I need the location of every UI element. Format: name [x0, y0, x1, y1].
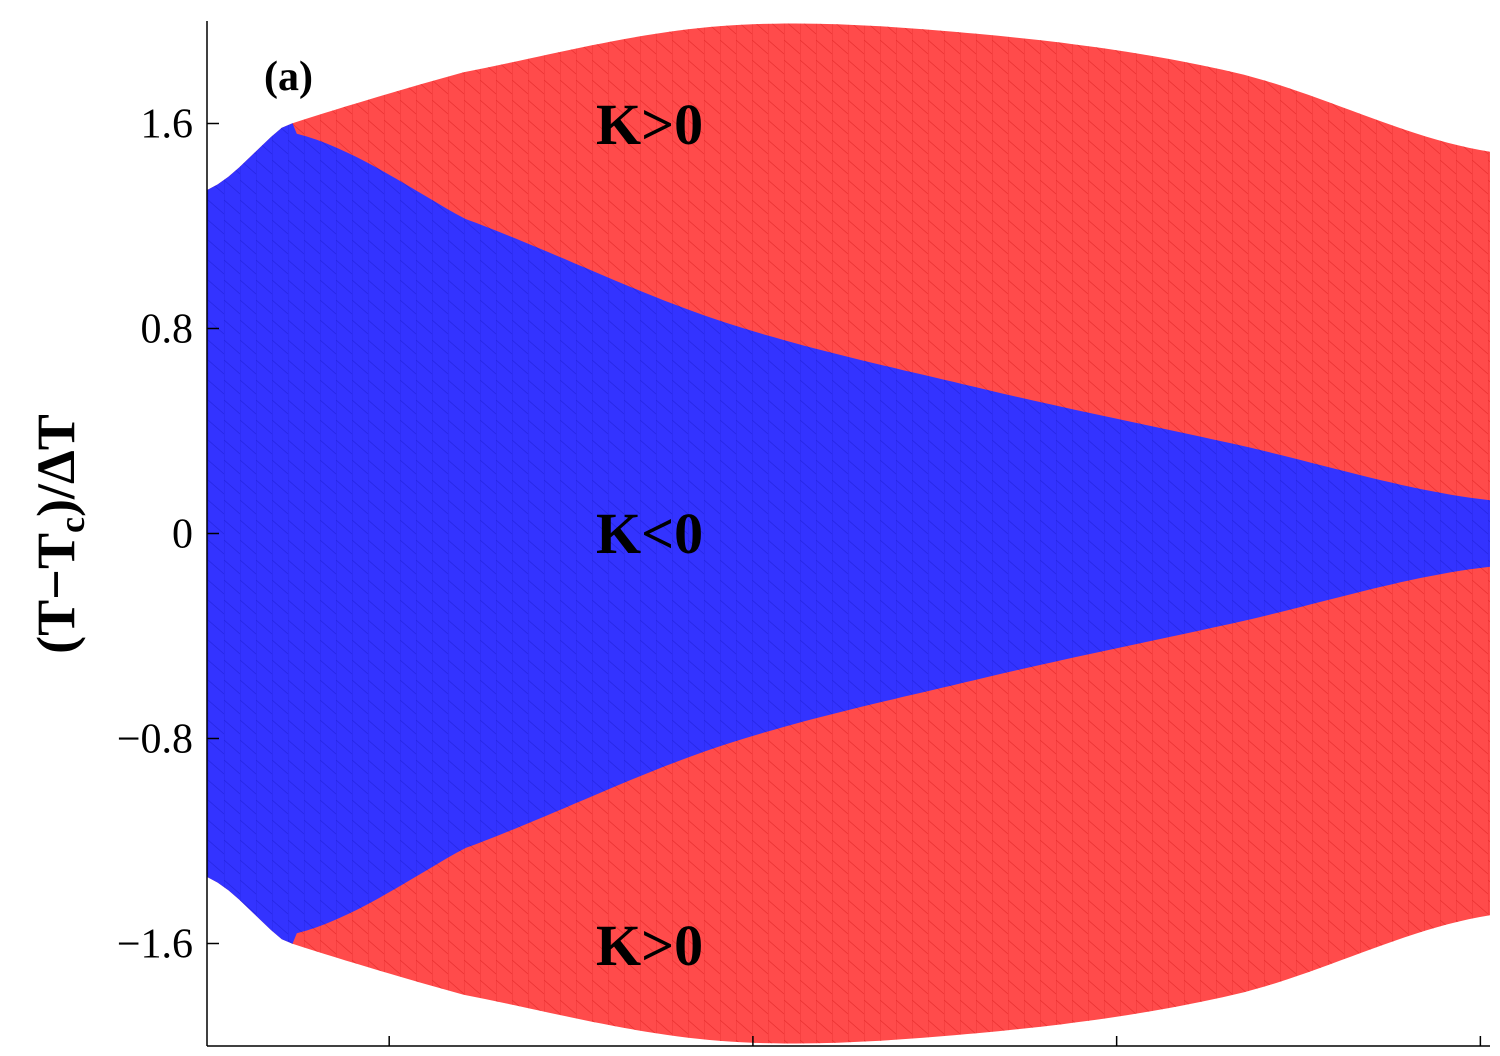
- region-label-middle: K<0: [596, 501, 703, 566]
- negative-region-mesh: [207, 123, 1490, 944]
- y-axis-title-main: (T−T: [26, 533, 86, 654]
- region-label-lower: K>0: [596, 913, 703, 978]
- y-axis-ticks: 1.6 0.8 0 −0.8 −1.6: [117, 102, 219, 968]
- y-tick-label: 1.6: [141, 102, 194, 148]
- y-tick-label: −0.8: [117, 717, 193, 763]
- y-axis-title-tail: )/ΔT: [26, 414, 86, 517]
- y-tick-label: 0.8: [141, 307, 194, 353]
- y-tick-label: −1.6: [117, 922, 193, 968]
- x-axis-ticks: [388, 1036, 1482, 1046]
- y-tick-label: 0: [172, 512, 193, 558]
- y-axis-title-subscript: c: [52, 517, 92, 533]
- region-label-upper: K>0: [596, 92, 703, 157]
- y-axis-title: (T−Tc)/ΔT: [26, 414, 92, 654]
- plot-area: [207, 23, 1490, 1044]
- panel-label: (a): [264, 54, 313, 100]
